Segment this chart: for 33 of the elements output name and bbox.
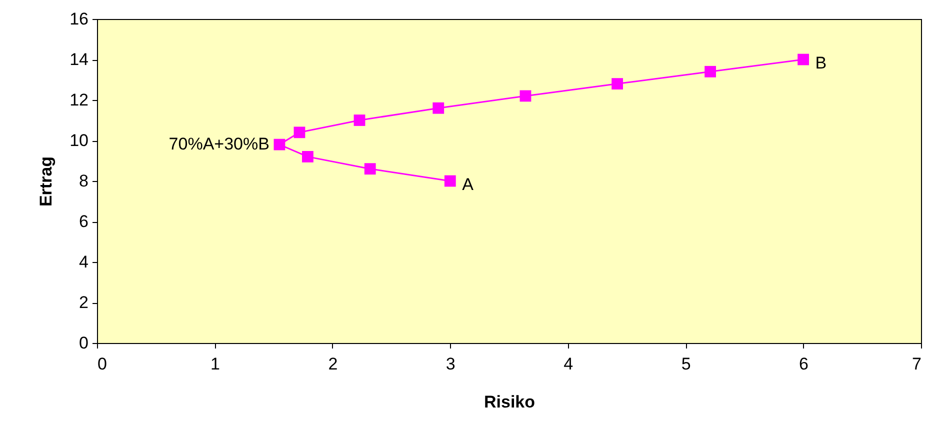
- y-tick-label: 14: [70, 50, 88, 69]
- y-tick-label: 6: [79, 212, 88, 231]
- x-tick-label: 6: [799, 354, 809, 374]
- annotation: B: [815, 54, 827, 72]
- point: [364, 163, 376, 175]
- annotation: 70%A+30%B: [168, 134, 270, 154]
- x-tick-label: 7: [912, 354, 922, 374]
- point: [274, 138, 286, 150]
- x-tick-label: 1: [210, 354, 220, 374]
- x-tick-label: 3: [446, 354, 456, 374]
- point: [354, 114, 366, 126]
- y-tick-label: 2: [79, 293, 88, 312]
- x-axis-title: Risiko: [484, 392, 536, 412]
- annotation: A: [462, 175, 474, 194]
- x-tick-label: 2: [328, 354, 338, 374]
- y-tick-label: 8: [79, 172, 88, 190]
- y-axis-title: Ertrag: [36, 156, 56, 207]
- y-tick-label: 10: [70, 131, 88, 150]
- y-tick-label: 4: [79, 252, 88, 272]
- point: [612, 78, 623, 90]
- point: [444, 175, 456, 187]
- y-tick-label: 0: [79, 334, 88, 352]
- point: [432, 102, 444, 114]
- y-tick-label: 12: [70, 90, 88, 110]
- x-tick-label: 4: [564, 354, 574, 374]
- point: [520, 90, 532, 102]
- point: [294, 126, 306, 138]
- point: [798, 54, 809, 66]
- point: [302, 151, 314, 162]
- x-tick-label: 5: [681, 354, 691, 374]
- x-tick-label: 0: [98, 354, 107, 374]
- y-tick-label: 16: [70, 10, 88, 28]
- point: [704, 66, 716, 78]
